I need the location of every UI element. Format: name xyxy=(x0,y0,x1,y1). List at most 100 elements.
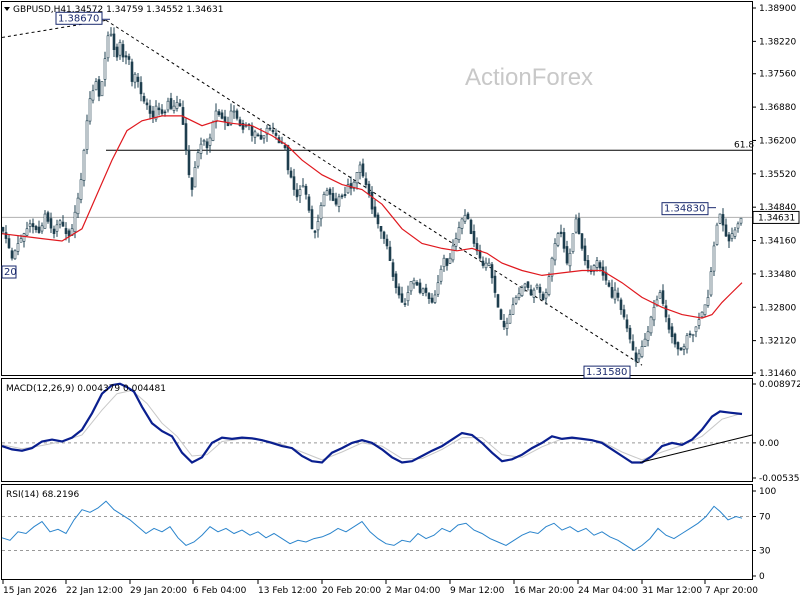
candle-body xyxy=(211,121,215,141)
candle-body xyxy=(16,243,20,252)
candle-body xyxy=(649,316,653,334)
low-label-box xyxy=(583,365,631,379)
candle-body xyxy=(508,314,512,324)
candle-body xyxy=(118,42,122,56)
price-tick-label: 1.31460 xyxy=(759,369,796,379)
price-panel-frame xyxy=(1,1,753,376)
candle-body xyxy=(124,55,128,58)
candle-body xyxy=(595,260,599,268)
time-tick-label: 20 Feb 20:00 xyxy=(322,586,381,596)
candle-body xyxy=(694,326,698,333)
candle-body xyxy=(499,309,503,320)
time-tick-label: 13 Feb 12:00 xyxy=(258,586,317,596)
rsi-tick-label: 0 xyxy=(759,572,765,582)
time-tick-label: 7 Apr 20:00 xyxy=(705,586,758,596)
rsi-tick-label: 70 xyxy=(759,513,771,523)
candle-body xyxy=(568,252,572,267)
candle-body xyxy=(190,177,194,190)
candle-body xyxy=(268,127,272,130)
time-tick-label: 9 Mar 12:00 xyxy=(450,586,505,596)
candle-body xyxy=(331,193,335,201)
candle-body xyxy=(616,292,620,298)
candle-body xyxy=(193,167,197,188)
candle-body xyxy=(436,282,440,295)
candle-body xyxy=(724,224,728,237)
price-tick-label: 1.36200 xyxy=(759,136,796,146)
candle-body xyxy=(355,172,359,184)
candle-body xyxy=(496,294,500,308)
candle-body xyxy=(637,353,641,360)
candle-body xyxy=(403,303,407,305)
candle-body xyxy=(457,227,461,241)
candle-body xyxy=(373,206,377,217)
candle-body xyxy=(142,95,146,102)
macd-tick-label: 0.008972 xyxy=(759,380,800,390)
candle-body xyxy=(406,292,410,302)
candle-body xyxy=(466,213,470,220)
candle-body xyxy=(367,183,371,195)
price-labels: 1.38670 1.31580 1.34830 1.34631 20 xyxy=(1,11,800,379)
candle-body xyxy=(31,223,35,228)
candle-body xyxy=(385,238,389,247)
rsi-line xyxy=(1,500,743,552)
candle-body xyxy=(265,127,269,135)
candle-body xyxy=(130,61,134,82)
macd-axis-ticks: 0.008972 0.00 -0.005356 xyxy=(752,380,800,484)
candle-body xyxy=(259,134,263,140)
candle-body xyxy=(262,135,266,139)
candle-body xyxy=(532,289,536,298)
candle-body xyxy=(658,292,662,299)
candle-body xyxy=(679,347,683,351)
candle-body xyxy=(358,164,362,173)
candle-body xyxy=(10,250,14,259)
time-tick-label: 2 Mar 04:00 xyxy=(386,586,441,596)
candle-body xyxy=(250,125,254,136)
candle-body xyxy=(667,318,671,330)
candle-body xyxy=(625,319,629,329)
macd-trendline xyxy=(639,434,753,464)
candle-body xyxy=(664,305,668,318)
candle-body xyxy=(37,226,41,233)
candle-body xyxy=(718,213,722,224)
candle-body xyxy=(361,163,365,177)
candle-body xyxy=(622,309,626,318)
candle-body xyxy=(712,245,716,272)
candle-body xyxy=(319,205,323,220)
candle-body xyxy=(208,137,212,146)
candle-body xyxy=(97,79,101,97)
candle-body xyxy=(685,335,689,350)
candle-body xyxy=(289,170,293,178)
candle-body xyxy=(295,189,299,198)
candle-body xyxy=(445,258,449,266)
candle-body xyxy=(229,110,233,125)
candle-body xyxy=(547,276,551,295)
macd-tick-label: -0.005356 xyxy=(759,474,800,484)
candle-body xyxy=(109,33,113,36)
collapse-triangle-icon[interactable] xyxy=(4,7,10,11)
candle-body xyxy=(370,191,374,210)
candle-body xyxy=(529,289,533,296)
candle-body xyxy=(427,293,431,299)
rsi-tick-label: 100 xyxy=(759,487,776,497)
candle-body xyxy=(58,220,62,225)
macd-signal-line xyxy=(1,389,743,461)
candle-body xyxy=(343,194,347,196)
candle-body xyxy=(163,111,167,114)
candle-body xyxy=(430,297,434,303)
candle-body xyxy=(232,110,236,113)
candle-body xyxy=(52,228,56,234)
candle-body xyxy=(472,231,476,244)
candle-body xyxy=(121,44,125,58)
time-tick-label: 31 Mar 12:00 xyxy=(642,586,702,596)
price-tick-label: 1.36880 xyxy=(759,103,796,113)
candle-body xyxy=(463,214,467,222)
candle-body xyxy=(310,209,314,230)
candle-body xyxy=(397,286,401,296)
candle-body xyxy=(733,229,737,237)
candle-body xyxy=(739,217,743,224)
candle-body xyxy=(553,243,557,261)
candle-body xyxy=(400,293,404,303)
candle-body xyxy=(100,81,104,97)
candle-body xyxy=(4,232,8,239)
candle-body xyxy=(325,190,329,196)
